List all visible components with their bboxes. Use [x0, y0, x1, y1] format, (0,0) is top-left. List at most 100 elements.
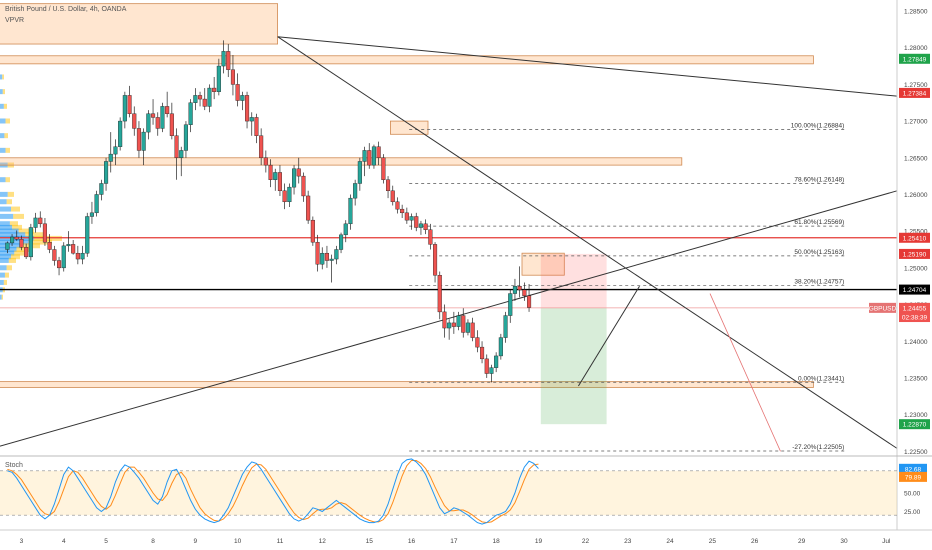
candle-body — [118, 120, 123, 147]
price-tag-label: 1.24455 — [903, 305, 927, 312]
volume-profile-bar — [4, 272, 9, 278]
candle-body — [240, 95, 245, 101]
candle-body — [508, 293, 513, 316]
time-tick-label: 12 — [319, 538, 327, 545]
candle-body — [24, 247, 29, 258]
time-tick-label: 8 — [151, 538, 155, 545]
time-tick-label: 10 — [234, 538, 242, 545]
price-tick-label: 1.27500 — [904, 82, 928, 89]
volume-profile-bar — [0, 133, 5, 139]
price-tag — [899, 248, 930, 259]
candle-body — [85, 216, 90, 254]
volume-profile-bar — [5, 147, 10, 153]
candle-body — [38, 217, 43, 225]
candle-body — [80, 252, 85, 260]
volume-profile-bar — [0, 279, 4, 285]
stoch-tick-label: 50.00 — [904, 491, 921, 498]
candle-body — [42, 223, 47, 243]
candle-body — [386, 179, 391, 192]
candle-body — [489, 367, 494, 374]
time-tick-label: 24 — [666, 538, 674, 545]
supply-demand-zone — [0, 55, 814, 65]
time-tick-label: 17 — [450, 538, 458, 545]
fib-level-label: 0.00%(1.23441) — [798, 375, 844, 382]
volume-profile-bar — [0, 74, 3, 80]
price-tag-label: 1.27384 — [903, 90, 927, 97]
price-tick-label: 1.26500 — [904, 155, 928, 162]
volume-profile-bar — [0, 177, 6, 183]
candle-body — [433, 244, 438, 276]
candle-body — [456, 315, 461, 327]
candle-body — [47, 241, 52, 250]
volume-profile-bar — [2, 89, 5, 95]
candle-body — [268, 164, 273, 180]
time-tick-label: 25 — [709, 538, 717, 545]
fib-level-label: -27.20%(1.22505) — [792, 444, 844, 451]
chart-title: British Pound / U.S. Dollar, 4h, OANDA — [5, 6, 127, 13]
time-tick-label: 4 — [62, 538, 66, 545]
candle-body — [174, 135, 179, 158]
candle-body — [334, 249, 339, 260]
candle-body — [367, 150, 372, 166]
price-tag — [899, 284, 930, 295]
volume-profile-bar — [28, 239, 52, 245]
candle-body — [324, 252, 330, 261]
price-tag — [899, 419, 930, 430]
candle-body — [282, 190, 287, 203]
candle-body — [226, 51, 231, 70]
candle-body — [442, 311, 447, 329]
candle-body — [315, 241, 320, 265]
candle-body — [89, 212, 94, 217]
price-tag-label: 02:38:39 — [902, 315, 928, 322]
time-tick-label: 18 — [493, 538, 501, 545]
price-tick-label: 1.23000 — [904, 412, 928, 419]
symbol-tag-label: GBPUSD — [869, 305, 897, 312]
candle-body — [202, 98, 207, 107]
candle-body — [423, 223, 428, 230]
candle-body — [216, 65, 221, 92]
candle-body — [480, 346, 485, 360]
candle-body — [254, 117, 259, 136]
candle-body — [437, 275, 442, 313]
price-tick-label: 1.28500 — [904, 9, 928, 16]
candle-body — [371, 146, 377, 166]
candle-body — [197, 95, 203, 100]
volume-profile-bar — [0, 147, 6, 153]
volume-profile-bar — [0, 191, 8, 197]
candle-body — [132, 113, 137, 129]
volume-profile-bar — [1, 294, 3, 300]
time-tick-label: Jul — [882, 538, 891, 545]
volume-profile-bar — [0, 103, 4, 109]
candle-body — [66, 244, 71, 247]
stoch-value-label: 82.68 — [905, 466, 922, 473]
trend-line — [277, 36, 898, 97]
candle-body — [395, 201, 400, 210]
candle-body — [14, 236, 19, 240]
volume-profile-bar — [3, 279, 7, 285]
candle-body — [75, 252, 80, 260]
time-tick-label: 16 — [408, 538, 416, 545]
time-tick-label: 26 — [751, 538, 759, 545]
volume-profile-bar — [6, 199, 12, 205]
candle-body — [418, 223, 424, 228]
candle-body — [136, 128, 142, 151]
candle-body — [503, 315, 508, 338]
volume-profile-bar — [0, 232, 26, 238]
volume-profile-bar — [0, 213, 14, 219]
candle-body — [150, 113, 156, 118]
trend-line — [577, 285, 640, 387]
candle-body — [414, 216, 419, 228]
candle-body — [28, 227, 33, 258]
supply-demand-zone — [0, 157, 683, 166]
candle-body — [169, 113, 174, 136]
stop-loss-zone — [540, 253, 607, 308]
volume-profile-bar — [11, 254, 20, 260]
candle-body — [160, 106, 165, 129]
volume-profile-bar — [0, 228, 19, 234]
price-tag — [899, 302, 930, 313]
candle-body — [273, 172, 278, 180]
symbol-tag — [869, 302, 896, 313]
candle-body — [465, 322, 471, 333]
price-tag-label: 1.25410 — [903, 235, 927, 242]
